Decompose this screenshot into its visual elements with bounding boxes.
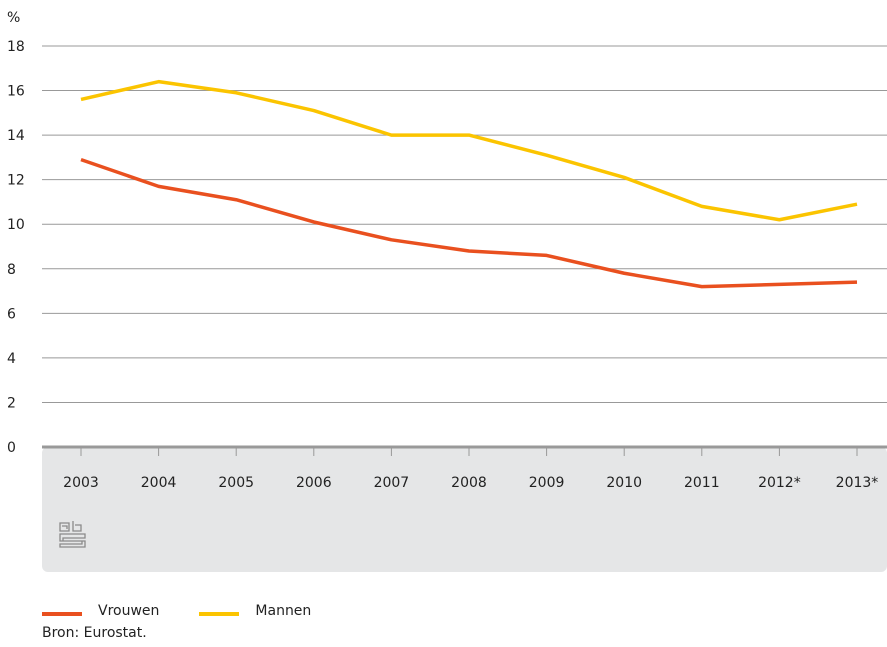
x-tick-label: 2010 <box>606 475 642 491</box>
gridlines <box>42 45 887 449</box>
series-line-vrouwen <box>80 157 858 289</box>
legend: Vrouwen Mannen <box>42 603 351 619</box>
y-tick-label: 8 <box>7 262 16 278</box>
x-tick-label: 2006 <box>296 475 332 491</box>
x-tick-label: 2009 <box>529 475 565 491</box>
y-axis: 0 2 4 6 8 10 12 14 16 18 <box>7 39 25 456</box>
legend-label-mannen: Mannen <box>255 603 312 619</box>
series-line-mannen <box>80 79 858 222</box>
x-tick-label: 2007 <box>374 475 410 491</box>
legend-swatch-vrouwen <box>42 612 82 616</box>
y-tick-label: 4 <box>7 351 16 367</box>
y-tick-label: 16 <box>7 84 25 100</box>
legend-label-vrouwen: Vrouwen <box>98 603 160 619</box>
x-tick-label: 2013* <box>836 475 879 491</box>
x-tick-label: 2008 <box>451 475 487 491</box>
x-tick-label: 2003 <box>63 475 99 491</box>
source-note: Bron: Eurostat. <box>42 625 147 641</box>
y-tick-label: 12 <box>7 173 25 189</box>
y-tick-label: 10 <box>7 217 25 233</box>
x-tick-label: 2004 <box>141 475 177 491</box>
x-tick-label: 2005 <box>218 475 254 491</box>
y-tick-label: 18 <box>7 39 25 55</box>
x-axis: 2003 2004 2005 2006 2007 2008 2009 2010 2011 2012… <box>63 447 878 491</box>
cbs-logo-icon <box>59 521 86 548</box>
x-axis-band <box>42 447 887 572</box>
legend-item-mannen: Mannen <box>199 603 311 619</box>
x-tick-label: 2012* <box>758 475 801 491</box>
series-lines <box>80 79 858 289</box>
legend-item-vrouwen: Vrouwen <box>42 603 159 619</box>
y-tick-label: 0 <box>7 440 16 456</box>
y-tick-label: 6 <box>7 306 16 322</box>
legend-swatch-mannen <box>199 612 240 616</box>
x-tick-label: 2011 <box>684 475 720 491</box>
y-tick-label: 14 <box>7 128 25 144</box>
y-axis-label: % <box>7 10 20 26</box>
y-tick-label: 2 <box>7 395 16 411</box>
